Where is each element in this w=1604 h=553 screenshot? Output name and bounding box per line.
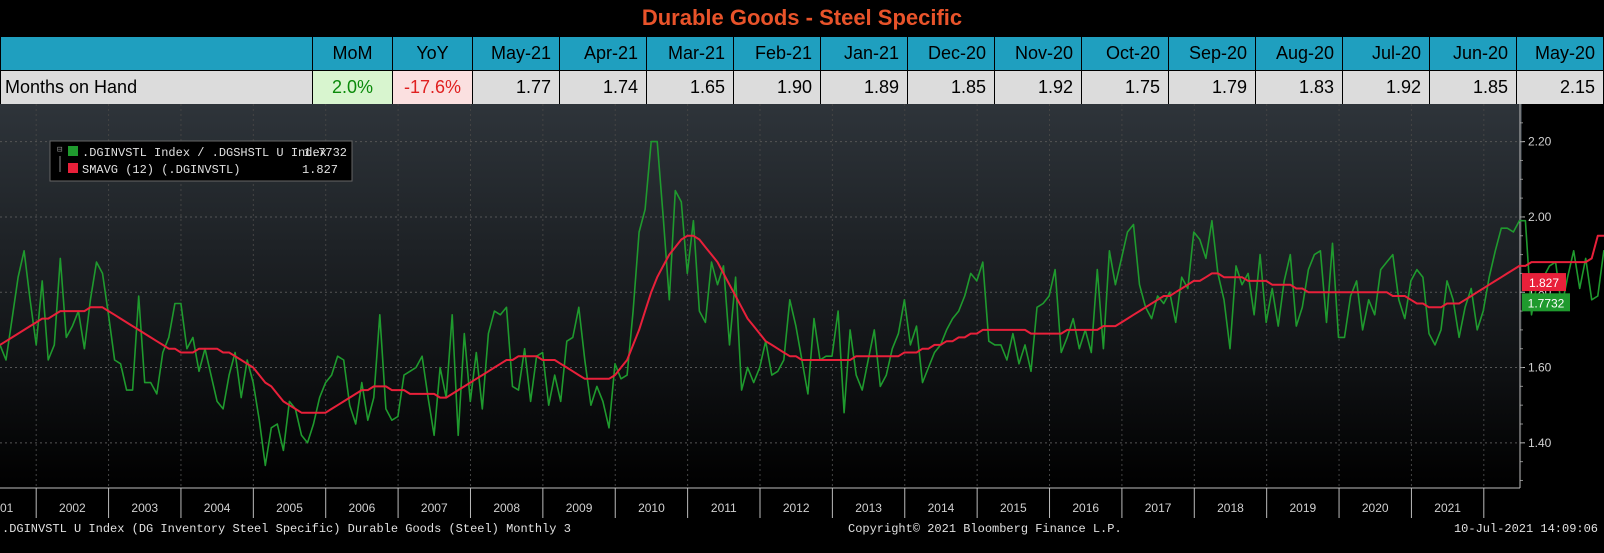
x-tick-label: 2015 (1000, 501, 1027, 515)
x-tick-label: 2018 (1217, 501, 1244, 515)
x-tick-label: 2020 (1362, 501, 1389, 515)
x-tick-label: 2019 (1290, 501, 1317, 515)
table-cell: 1.77 (472, 70, 560, 105)
table-cell: 1.65 (646, 70, 734, 105)
table-header-cell: Dec-20 (907, 36, 995, 71)
table-header-cell: Jul-20 (1342, 36, 1430, 71)
x-axis: 2001 2002 2003 2004 2005 2006 2007 2008 2009 2010… (0, 487, 1520, 518)
table-header-cell: MoM (312, 36, 393, 71)
chart-title: Durable Goods - Steel Specific (641, 5, 963, 30)
x-tick-label: 2010 (638, 501, 665, 515)
y-tick-label: 1.60 (1528, 361, 1552, 375)
table-cell: 1.89 (820, 70, 908, 105)
table-cell: 1.90 (733, 70, 821, 105)
legend-label-main: .DGINVSTL Index / .DGSHSTL U Index (82, 146, 327, 160)
end-labels: 1.827 1.7732 (1522, 273, 1570, 312)
legend-value-sma: 1.827 (302, 163, 338, 177)
table-header-cell: Nov-20 (994, 36, 1082, 71)
x-tick-label: 2011 (711, 501, 737, 515)
end-label-main: 1.7732 (1528, 296, 1565, 310)
y-tick-label: 2.20 (1528, 135, 1552, 149)
table-cell: 1.85 (1429, 70, 1517, 105)
yoy-value: -17.6% (392, 70, 473, 105)
x-tick-label: 2013 (855, 501, 882, 515)
table-cell: 1.92 (1342, 70, 1430, 105)
end-label-sma: 1.827 (1529, 276, 1559, 290)
x-tick-label: 2021 (1434, 501, 1461, 515)
footer-source: .DGINVSTL U Index (DG Inventory Steel Sp… (2, 522, 571, 536)
table-header-cell: May-20 (1516, 36, 1604, 71)
table-header-cell: Oct-20 (1081, 36, 1169, 71)
legend-label-sma: SMAVG (12) (.DGINVSTL) (82, 163, 240, 177)
x-tick-label: 2009 (566, 501, 593, 515)
end-label-sma-box (1522, 273, 1566, 292)
title-bar: Durable Goods - Steel Specific (0, 0, 1604, 36)
y-tick-label: 2.00 (1528, 210, 1552, 224)
table-cell: 1.85 (907, 70, 995, 105)
table-header-row: MoM YoY May-21 Apr-21 Mar-21 Feb-21 Jan-… (0, 36, 1604, 71)
table-cell: 2.15 (1516, 70, 1604, 105)
legend-swatch-main (68, 146, 78, 156)
table-cell: 1.75 (1081, 70, 1169, 105)
x-tick-label: 2003 (131, 501, 158, 515)
footer-copyright: Copyright© 2021 Bloomberg Finance L.P. (848, 522, 1122, 536)
table-header-cell: Feb-21 (733, 36, 821, 71)
footer-timestamp: 10-Jul-2021 14:09:06 (1453, 522, 1598, 536)
table-header-cell: May-21 (472, 36, 560, 71)
series-group (0, 140, 1604, 467)
table-header-cell: Apr-21 (559, 36, 647, 71)
table-header-cell: YoY (392, 36, 473, 71)
x-tick-label: 2012 (783, 501, 810, 515)
x-tick-label: 2007 (421, 501, 448, 515)
table-row: Months on Hand 2.0% -17.6% 1.77 1.74 1.6… (0, 70, 1604, 105)
mom-value: 2.0% (312, 70, 393, 105)
table-header-cell (0, 36, 313, 71)
x-tick-label: 2014 (928, 501, 955, 515)
table-cell: 1.92 (994, 70, 1082, 105)
legend-value-main: 1.7732 (304, 146, 347, 160)
x-tick-label: 2004 (204, 501, 231, 515)
table-header-cell: Jan-21 (820, 36, 908, 71)
table-header-cell: Aug-20 (1255, 36, 1343, 71)
x-tick-label: 2016 (1072, 501, 1099, 515)
table-cell: 1.79 (1168, 70, 1256, 105)
end-label-main-box (1522, 293, 1570, 312)
legend: ⊟ .DGINVSTL Index / .DGSHSTL U Index 1.7… (49, 140, 353, 182)
line-chart: 2001 2002 2003 2004 2005 2006 2007 2008 2009 2010… (0, 104, 1604, 518)
svg-text:⊟: ⊟ (57, 145, 62, 155)
x-tick-label: 2001 (0, 501, 14, 515)
grid (0, 104, 1520, 488)
x-tick-label: 2008 (493, 501, 520, 515)
x-tick-label: 2005 (276, 501, 303, 515)
x-tick-label: 2002 (59, 501, 86, 515)
table-cell: 1.83 (1255, 70, 1343, 105)
table-cell: 1.74 (559, 70, 647, 105)
x-tick-label: 2017 (1145, 501, 1172, 515)
series-line-sma (0, 234, 1604, 414)
x-tick-label: 2006 (349, 501, 376, 515)
legend-swatch-sma (68, 163, 78, 173)
table-header-cell: Jun-20 (1429, 36, 1517, 71)
series-line-main (0, 140, 1604, 467)
table-header-cell: Mar-21 (646, 36, 734, 71)
row-label: Months on Hand (0, 70, 313, 105)
summary-table: MoM YoY May-21 Apr-21 Mar-21 Feb-21 Jan-… (0, 36, 1604, 105)
y-tick-label: 1.40 (1528, 436, 1552, 450)
table-header-cell: Sep-20 (1168, 36, 1256, 71)
